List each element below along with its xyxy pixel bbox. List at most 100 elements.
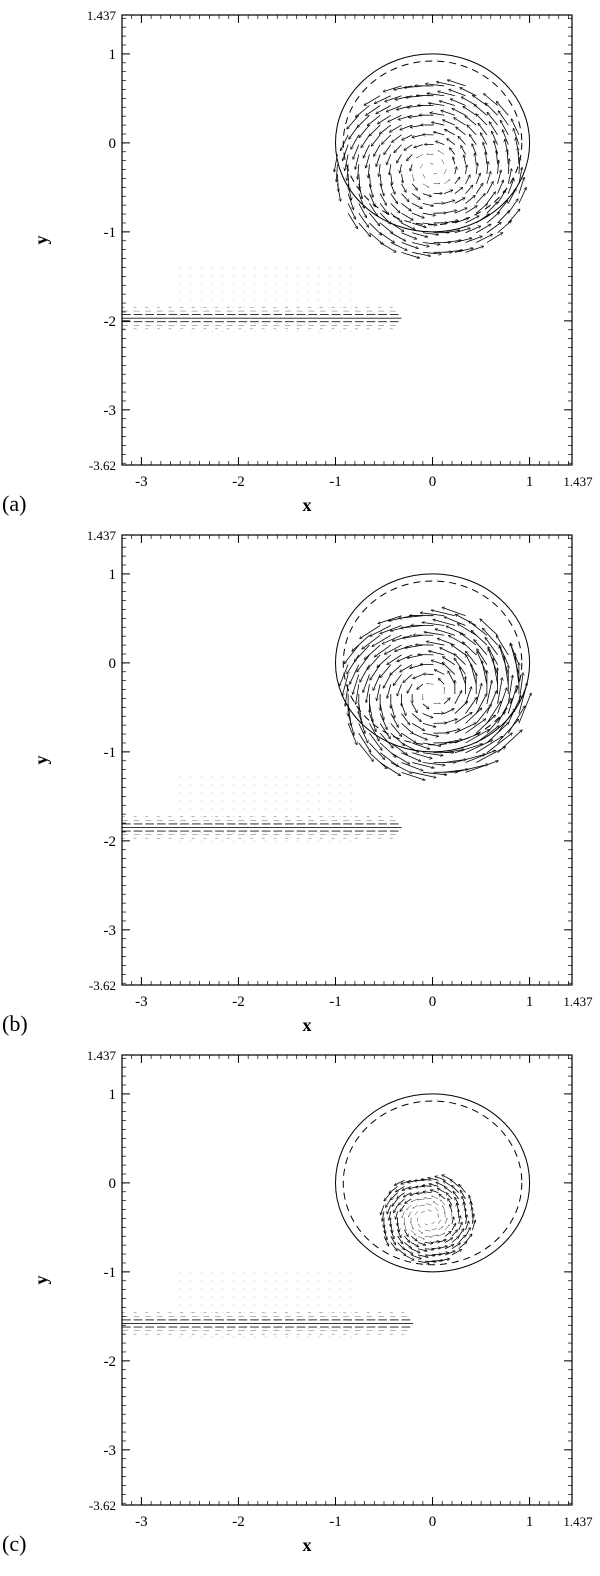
vector-dot xyxy=(265,1304,267,1306)
vector-dot xyxy=(275,1304,277,1306)
vector-dot xyxy=(339,784,341,786)
vector-dot xyxy=(350,267,352,268)
vector-dot xyxy=(307,1288,309,1290)
vector-arrow xyxy=(390,664,402,675)
vector-arrow xyxy=(443,120,456,126)
vector-arrow xyxy=(390,222,404,232)
vector-arrow xyxy=(420,613,445,617)
vector-dot xyxy=(222,832,224,834)
vector-dot xyxy=(254,1304,256,1306)
vector-dot xyxy=(286,1336,288,1338)
vector-arrow xyxy=(451,1250,462,1256)
vector-dot xyxy=(211,1328,213,1330)
vector-dot xyxy=(211,800,213,802)
vector-dot xyxy=(350,792,352,794)
vector-dot xyxy=(222,291,224,292)
vector-arrow xyxy=(482,628,498,646)
vector-arrow xyxy=(412,771,436,777)
vector-arrow xyxy=(362,634,381,649)
vector-arrow xyxy=(412,732,427,740)
vector-dot xyxy=(265,800,267,802)
vector-dot xyxy=(222,1280,224,1282)
vector-dot xyxy=(265,1312,267,1314)
vector-arrow xyxy=(475,153,477,165)
vector-arrow xyxy=(465,116,477,126)
vector-dot xyxy=(201,283,202,284)
vector-arrow xyxy=(497,730,523,754)
vector-dot xyxy=(233,840,235,842)
vector-arrow xyxy=(422,193,432,197)
vector-dot xyxy=(318,267,320,268)
vector-dot xyxy=(254,283,256,284)
vector-dot xyxy=(275,299,277,300)
x-axis-title: x xyxy=(303,1015,312,1035)
vector-dot xyxy=(211,832,213,834)
vector-dot xyxy=(179,832,181,834)
vector-dot xyxy=(222,323,224,324)
vector-dot xyxy=(179,824,181,826)
vector-arrow xyxy=(475,173,480,184)
y-tick-label: 0 xyxy=(109,136,117,152)
vector-dot xyxy=(275,840,277,842)
vector-dot xyxy=(243,1328,245,1330)
vector-arrow xyxy=(496,150,497,165)
vector-arrow xyxy=(419,1204,425,1207)
vector-arrow xyxy=(458,136,466,145)
vector-arrow xyxy=(405,644,423,648)
vector-arrow xyxy=(384,644,402,654)
vector-arrow xyxy=(408,1211,412,1216)
vector-arrow xyxy=(451,645,466,656)
vector-dot xyxy=(275,291,277,292)
vector-arrow xyxy=(357,164,358,179)
vector-arrow xyxy=(431,1235,439,1237)
vector-dot xyxy=(254,307,256,308)
vector-dot xyxy=(211,784,213,786)
vector-dot xyxy=(275,776,277,778)
vector-arrow xyxy=(411,1229,415,1235)
vector-dot xyxy=(201,824,202,826)
vector-arrow xyxy=(427,93,445,97)
vector-dot xyxy=(265,267,267,268)
vector-arrow xyxy=(379,193,386,206)
y-tick-label: -3 xyxy=(104,403,117,419)
vector-arrow xyxy=(465,185,473,194)
vector-arrow xyxy=(372,634,392,646)
vector-dot xyxy=(286,776,288,778)
vector-dot xyxy=(339,267,341,268)
vector-dot xyxy=(254,792,256,794)
vector-dot xyxy=(329,1304,331,1306)
vector-arrow xyxy=(460,1190,466,1200)
vector-dot xyxy=(201,1296,202,1298)
vector-arrow xyxy=(508,159,509,175)
vector-arrow xyxy=(411,703,417,713)
vector-arrow xyxy=(497,190,506,204)
vector-dot xyxy=(350,307,352,308)
y-tick-label: 0 xyxy=(109,1176,117,1192)
vector-arrow xyxy=(376,105,392,113)
vector-dot xyxy=(265,808,267,810)
vector-dot xyxy=(339,832,341,834)
vector-arrow xyxy=(471,1220,475,1231)
vector-dot xyxy=(190,315,192,316)
vector-dot xyxy=(190,275,192,276)
vector-dot xyxy=(318,275,320,276)
vector-dot xyxy=(329,1320,331,1322)
vector-arrow xyxy=(422,703,429,709)
x-tick-label: 1 xyxy=(526,994,534,1010)
vector-arrow xyxy=(390,1242,397,1250)
x-tick-label: 1.437 xyxy=(563,994,593,1009)
vector-arrow xyxy=(441,110,455,116)
vector-dot xyxy=(275,1272,277,1274)
vector-dot xyxy=(265,1320,267,1322)
vector-arrow xyxy=(422,771,447,775)
vector-arrow xyxy=(465,1227,471,1237)
vector-dot xyxy=(307,275,309,276)
vector-dot xyxy=(222,808,224,810)
vector-dot xyxy=(329,824,331,826)
vector-dot xyxy=(201,315,202,316)
vector-dot xyxy=(275,1336,277,1338)
vector-arrow xyxy=(387,684,392,698)
vector-dot xyxy=(233,1304,235,1306)
vector-arrow xyxy=(444,617,466,626)
vector-dot xyxy=(318,832,320,834)
